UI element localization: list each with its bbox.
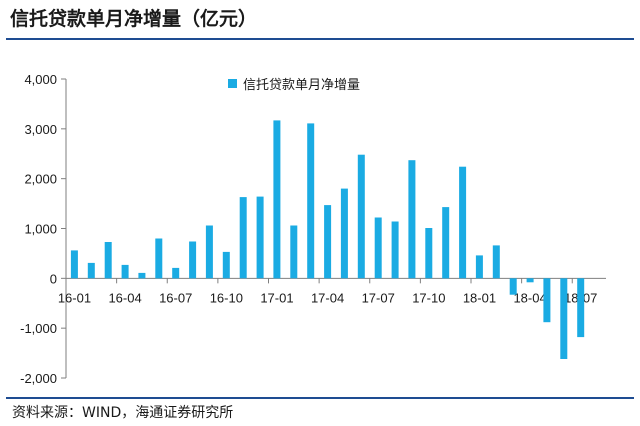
bar <box>526 278 534 283</box>
bar <box>239 197 247 279</box>
x-tick-label: 16-10 <box>210 290 243 305</box>
bar <box>121 264 129 279</box>
title-divider <box>6 38 634 40</box>
bar <box>222 251 230 279</box>
bar <box>104 242 112 279</box>
x-tick-label: 18-04 <box>513 290 546 305</box>
x-tick-label: 16-04 <box>108 290 141 305</box>
bar <box>324 205 332 279</box>
bar <box>172 267 180 279</box>
axes: -2,000 -1,000 0 1,000 2,000 3,000 4,000 16-01 16… <box>20 72 606 386</box>
y-tick-label: 3,000 <box>24 122 57 137</box>
x-tick-label: 16-07 <box>159 290 192 305</box>
legend-label: 信托贷款单月净增量 <box>243 78 360 93</box>
y-tick-label: -2,000 <box>20 371 57 386</box>
bar <box>155 238 163 279</box>
bar <box>425 228 433 279</box>
y-tick-label: 2,000 <box>24 172 57 187</box>
y-tick-label: -1,000 <box>20 321 57 336</box>
bars <box>70 120 585 359</box>
source-note: 资料来源：WIND，海通证券研究所 <box>12 405 234 421</box>
bar <box>70 250 78 279</box>
x-tick-label: 18-01 <box>463 290 496 305</box>
bar <box>290 225 298 279</box>
source-divider <box>6 397 634 399</box>
legend-swatch <box>228 79 237 88</box>
legend: 信托贷款单月净增量 <box>228 78 360 93</box>
bar <box>307 123 315 279</box>
bar <box>340 188 348 279</box>
bar <box>560 278 568 359</box>
chart-title: 信托贷款单月净增量（亿元） <box>10 8 258 30</box>
bar <box>543 278 551 323</box>
bar <box>475 255 483 279</box>
bar <box>492 245 500 279</box>
x-tick-label: 16-01 <box>58 290 91 305</box>
y-tick-label: 4,000 <box>24 72 57 87</box>
bar <box>408 160 416 279</box>
bar <box>459 166 467 279</box>
x-tick-label: 17-04 <box>311 290 344 305</box>
bar <box>442 207 450 279</box>
bar <box>577 278 585 338</box>
x-tick-label: 17-07 <box>362 290 395 305</box>
x-tick-label: 17-01 <box>260 290 293 305</box>
y-tick-label: 1,000 <box>24 222 57 237</box>
bar <box>357 154 365 279</box>
bar <box>273 120 281 279</box>
x-tick-label: 17-10 <box>412 290 445 305</box>
bar <box>256 196 264 279</box>
bar <box>138 272 146 279</box>
bar <box>189 241 197 279</box>
bar <box>205 225 213 279</box>
bar <box>87 262 95 279</box>
y-tick-label: 0 <box>50 271 57 286</box>
bar <box>509 278 517 295</box>
bar <box>374 217 382 279</box>
bar <box>391 221 399 279</box>
